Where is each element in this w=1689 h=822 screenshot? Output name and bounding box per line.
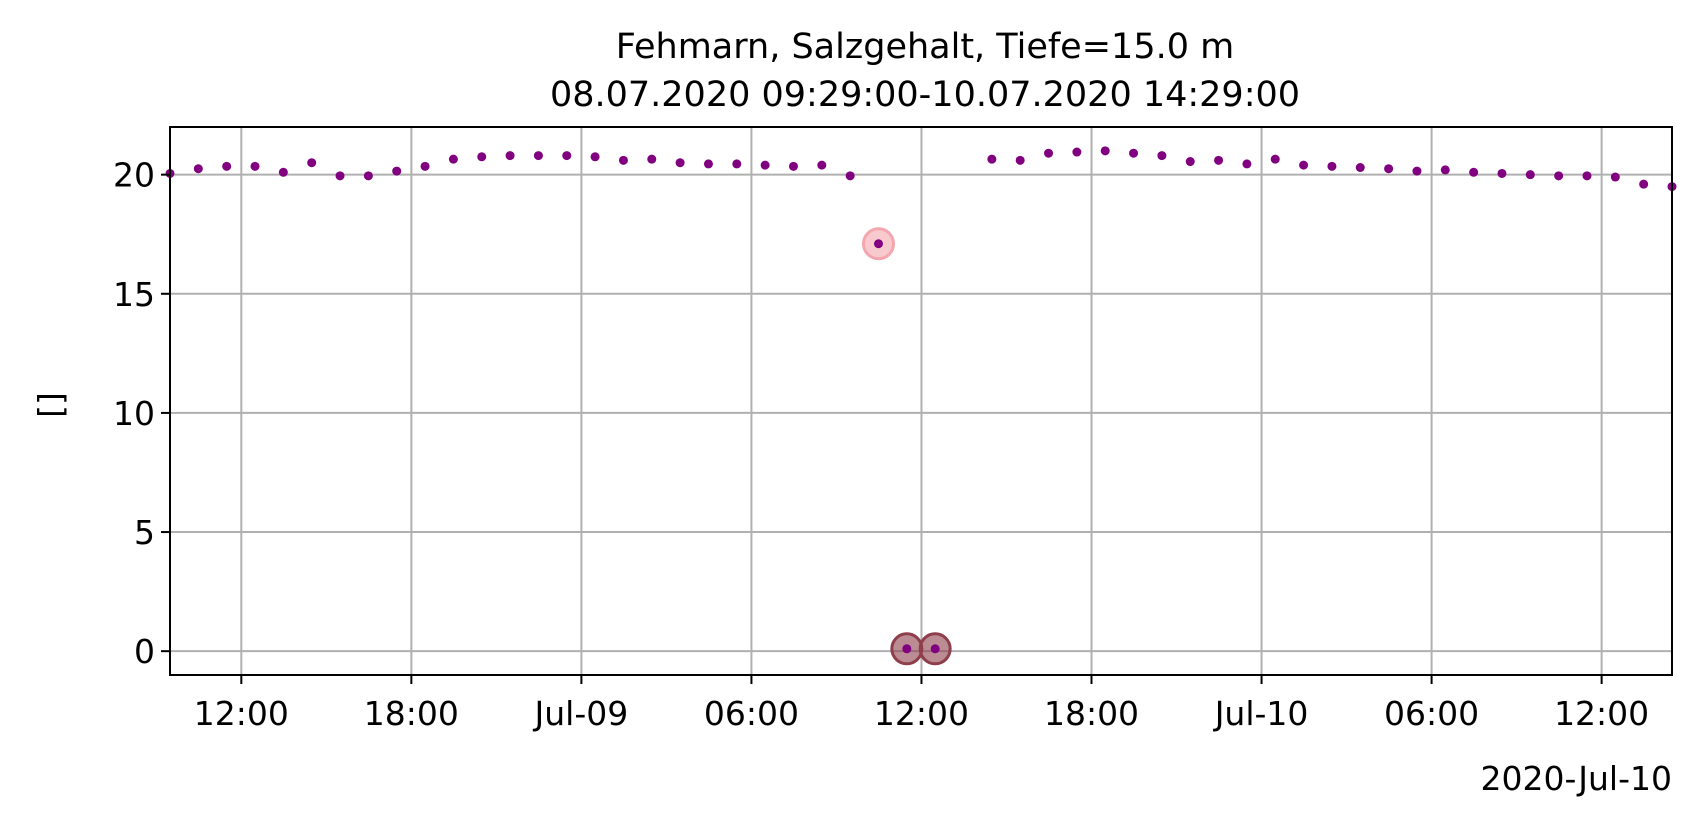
data-point (533, 151, 543, 161)
data-point (845, 171, 855, 181)
data-points (165, 146, 1677, 654)
data-point (363, 171, 373, 181)
data-point (278, 167, 288, 177)
data-point (562, 151, 572, 161)
data-point (1157, 151, 1167, 161)
data-point (1270, 154, 1280, 164)
data-point (788, 161, 798, 171)
x-axis-ticks: 12:00 18:00 Jul-09 06:00 12:00 18:00 Jul-10 06:… (194, 675, 1649, 733)
data-point (1440, 165, 1450, 175)
data-point (250, 161, 260, 171)
data-point (1355, 163, 1365, 173)
data-point (420, 161, 430, 171)
data-point (1072, 147, 1082, 157)
data-point (703, 159, 713, 169)
data-point (760, 160, 770, 170)
y-tick-label: 10 (113, 394, 155, 433)
chart-title: Fehmarn, Salzgehalt, Tiefe=15.0 m (616, 27, 1234, 67)
y-axis-label: [] (31, 392, 70, 418)
x-tick-label: 06:00 (704, 694, 799, 733)
data-point (1100, 146, 1110, 156)
x-tick-label: 18:00 (1044, 694, 1139, 733)
data-point (505, 151, 515, 161)
y-tick-label: 15 (113, 275, 155, 314)
data-point (1497, 168, 1507, 178)
data-point (222, 161, 232, 171)
y-tick-label: 0 (134, 632, 155, 671)
data-point (647, 154, 657, 164)
data-point (817, 160, 827, 170)
data-point (1525, 170, 1535, 180)
data-point (392, 166, 402, 176)
data-point (1384, 164, 1394, 174)
data-point (1185, 157, 1195, 167)
x-tick-label: 12:00 (1554, 694, 1649, 733)
y-axis-ticks: 0 5 10 15 20 (113, 156, 170, 671)
data-point (1214, 155, 1224, 165)
data-point (902, 644, 912, 654)
chart-subtitle: 08.07.2020 09:29:00-10.07.2020 14:29:00 (550, 75, 1300, 115)
data-point (1639, 179, 1649, 189)
data-point (1469, 167, 1479, 177)
data-point (448, 154, 458, 164)
data-point (335, 171, 345, 181)
data-point (193, 164, 203, 174)
data-point (675, 158, 685, 168)
data-point (1327, 161, 1337, 171)
data-point (1412, 166, 1422, 176)
x-tick-label: 12:00 (194, 694, 289, 733)
data-point (1610, 172, 1620, 182)
x-axis-offset-label: 2020-Jul-10 (1481, 759, 1672, 798)
y-tick-label: 20 (113, 156, 155, 195)
x-tick-label: 18:00 (364, 694, 459, 733)
data-point (1582, 171, 1592, 181)
y-tick-label: 5 (134, 513, 155, 552)
data-point (307, 158, 317, 168)
data-point (1015, 155, 1025, 165)
data-point (477, 152, 487, 162)
data-point (618, 155, 628, 165)
data-point (732, 159, 742, 169)
data-point (1129, 148, 1139, 158)
data-point (590, 152, 600, 162)
x-tick-label: 12:00 (874, 694, 969, 733)
grid-lines (170, 127, 1672, 675)
x-tick-label: Jul-10 (1213, 694, 1309, 733)
x-tick-label: Jul-09 (533, 694, 629, 733)
data-point (1554, 171, 1564, 181)
data-point (1044, 148, 1054, 158)
data-point (987, 154, 997, 164)
data-point (873, 239, 883, 249)
data-point (1242, 159, 1252, 169)
x-tick-label: 06:00 (1384, 694, 1479, 733)
data-point (930, 644, 940, 654)
data-point (1299, 160, 1309, 170)
